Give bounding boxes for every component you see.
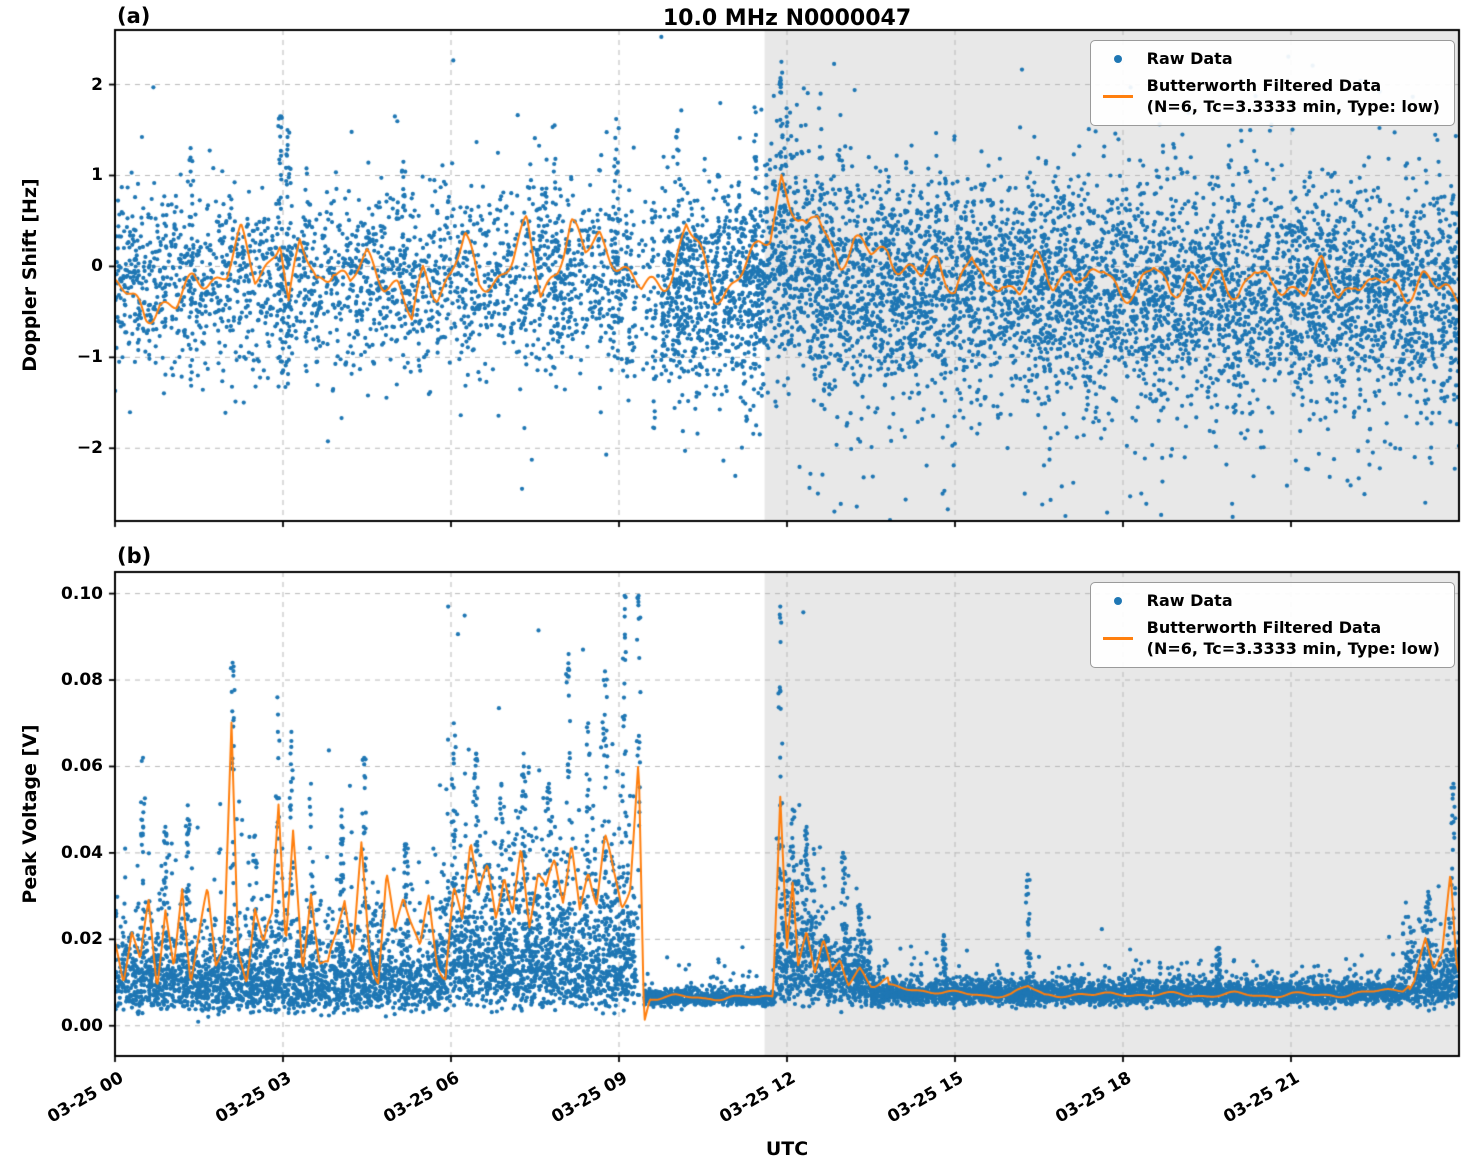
y-axis-label-doppler: Doppler Shift [Hz] <box>19 178 41 372</box>
y-tick-label: 0.10 <box>61 583 103 604</box>
legend-item-raw: Raw Data <box>1099 49 1440 70</box>
legend-filtered-label-line2: (N=6, Tc=3.3333 min, Type: low) <box>1146 638 1440 658</box>
legend-raw-label: Raw Data <box>1146 49 1233 68</box>
legend-filtered-label-line1: Butterworth Filtered Data <box>1146 75 1382 95</box>
legend-filtered-label-line2: (N=6, Tc=3.3333 min, Type: low) <box>1146 96 1440 116</box>
legend-panel-b: Raw Data Butterworth Filtered Data (N=6,… <box>1089 582 1455 669</box>
legend-item-filtered: Butterworth Filtered Data (N=6, Tc=3.333… <box>1099 76 1440 118</box>
y-tick-label: 0.04 <box>61 842 103 863</box>
y-tick-label: 0.02 <box>61 929 103 950</box>
legend-panel-a: Raw Data Butterworth Filtered Data (N=6,… <box>1089 40 1455 127</box>
legend-filtered-label-line1: Butterworth Filtered Data <box>1146 617 1382 637</box>
x-axis-label: UTC <box>765 1138 809 1160</box>
raw-data-marker-icon <box>1099 597 1137 606</box>
legend-filtered-label: Butterworth Filtered Data (N=6, Tc=3.333… <box>1147 618 1440 660</box>
y-tick-label: 0.00 <box>61 1015 103 1036</box>
legend-item-raw: Raw Data <box>1099 591 1440 612</box>
legend-raw-label: Raw Data <box>1146 591 1233 610</box>
y-tick-label: 2 <box>91 74 103 95</box>
y-tick-label: 1 <box>91 165 103 186</box>
page-title: 10.0 MHz N0000047 <box>662 6 912 31</box>
y-tick-label: −1 <box>76 347 103 368</box>
panel-b-label: (b) <box>117 544 152 568</box>
y-tick-label: 0 <box>91 256 103 277</box>
y-axis-label-voltage: Peak Voltage [V] <box>19 724 41 904</box>
filtered-line-marker-icon <box>1099 637 1137 641</box>
legend-item-filtered: Butterworth Filtered Data (N=6, Tc=3.333… <box>1099 618 1440 660</box>
filtered-line-marker-icon <box>1099 95 1137 99</box>
y-tick-label: 0.06 <box>61 756 103 777</box>
y-tick-label: −2 <box>76 438 103 459</box>
raw-data-marker-icon <box>1099 55 1137 64</box>
y-tick-label: 0.08 <box>61 670 103 691</box>
legend-filtered-label: Butterworth Filtered Data (N=6, Tc=3.333… <box>1147 76 1440 118</box>
panel-a-label: (a) <box>117 4 151 28</box>
